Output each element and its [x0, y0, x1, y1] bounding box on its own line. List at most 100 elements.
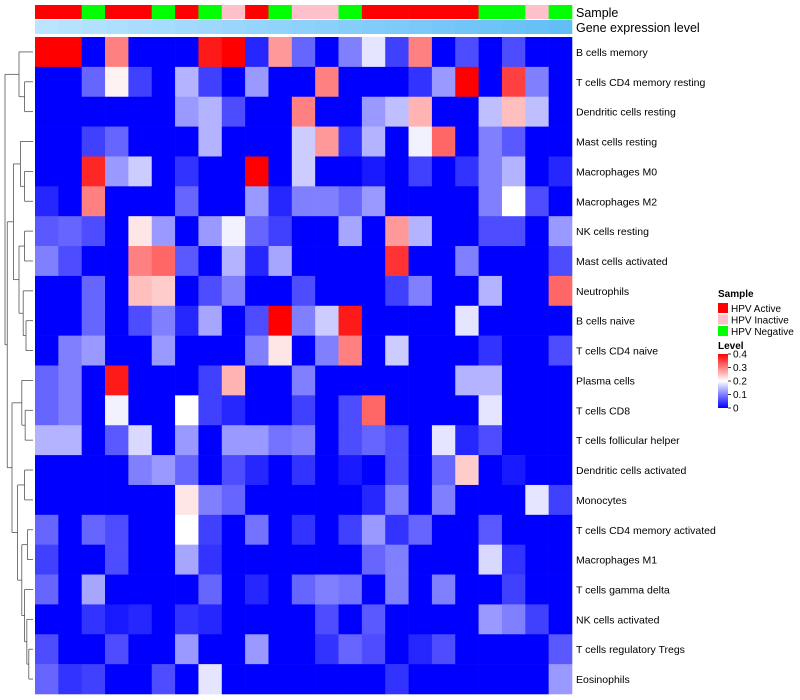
level-track-cell [245, 20, 269, 34]
heatmap-cell [35, 544, 59, 575]
sample-track-cell [268, 5, 293, 19]
heatmap-cell [81, 634, 106, 665]
heatmap-cell [245, 365, 269, 396]
heatmap-cell [245, 395, 269, 426]
heatmap-cell [291, 126, 316, 157]
row-label: Plasma cells [576, 375, 635, 387]
heatmap-cell [408, 544, 433, 575]
heatmap-cell [105, 216, 129, 247]
heatmap-cell [128, 186, 153, 217]
heatmap-cell [291, 484, 316, 516]
heatmap-cell [315, 544, 339, 575]
heatmap-cell [478, 574, 503, 605]
heatmap-cell [548, 604, 573, 635]
heatmap-cell [245, 664, 269, 695]
sample-track-cell [35, 5, 59, 19]
heatmap-cell [58, 37, 82, 68]
heatmap-cell [175, 305, 199, 336]
heatmap-cell [151, 275, 176, 307]
heatmap-cell [245, 186, 269, 217]
heatmap-cell [268, 186, 293, 217]
heatmap-cell [105, 514, 129, 545]
heatmap-cell [501, 305, 526, 336]
heatmap-cell [478, 544, 503, 575]
level-track-cell [525, 20, 549, 34]
heatmap-cell [151, 484, 176, 516]
heatmap-cell [501, 514, 526, 545]
heatmap-cell [478, 365, 503, 396]
heatmap-cell [198, 425, 223, 456]
heatmap-cell [221, 186, 246, 217]
heatmap-cell [525, 275, 549, 307]
heatmap-cell [501, 275, 526, 307]
annotation-tracks [35, 5, 573, 34]
heatmap-cell [548, 246, 573, 277]
heatmap-cell [501, 484, 526, 516]
heatmap-cell [408, 156, 433, 187]
heatmap-cell [58, 186, 82, 217]
heatmap-cell [58, 126, 82, 157]
heatmap-cell [455, 126, 479, 157]
heatmap-cell [501, 66, 526, 98]
heatmap-cell [81, 664, 106, 695]
heatmap-cell [81, 96, 106, 127]
heatmap-cell [548, 305, 573, 336]
heatmap-cell [35, 246, 59, 277]
heatmap-cell [128, 156, 153, 187]
row-label: T cells CD4 memory resting [576, 77, 705, 89]
heatmap-cell [105, 37, 129, 68]
heatmap-cell [221, 66, 246, 98]
heatmap-cell [81, 514, 106, 545]
heatmap-cell [81, 544, 106, 575]
heatmap-cell [221, 664, 246, 695]
heatmap-cell [128, 664, 153, 695]
heatmap-cell [58, 246, 82, 277]
level-track-cell [151, 20, 176, 34]
heatmap-cell [245, 335, 269, 366]
heatmap-cell [221, 156, 246, 187]
heatmap-cell [291, 425, 316, 456]
heatmap-cell [35, 37, 59, 68]
heatmap-cell [431, 335, 456, 366]
heatmap-cell [151, 425, 176, 456]
heatmap-cell [361, 455, 386, 486]
heatmap-cell [315, 634, 339, 665]
legend-sample-label: HPV Inactive [731, 316, 789, 327]
sample-track-cell [198, 5, 223, 19]
heatmap-cell [431, 246, 456, 277]
heatmap-cell [58, 66, 82, 98]
level-track-cell [315, 20, 339, 34]
heatmap-cell [128, 37, 153, 68]
heatmap-cell [361, 186, 386, 217]
heatmap-cell [245, 634, 269, 665]
heatmap-cell [501, 335, 526, 366]
heatmap-cell [455, 514, 479, 545]
heatmap-cell [198, 604, 223, 635]
heatmap-cell [478, 664, 503, 695]
heatmap-cell [151, 634, 176, 665]
heatmap-cell [198, 156, 223, 187]
row-label: Mast cells resting [576, 137, 657, 149]
heatmap-cell [35, 514, 59, 545]
heatmap-cell [105, 126, 129, 157]
heatmap-cell [128, 305, 153, 336]
heatmap-cell [221, 574, 246, 605]
heatmap-cell [385, 156, 409, 187]
heatmap-cell [175, 126, 199, 157]
heatmap-cell [268, 604, 293, 635]
row-label: Dendritic cells resting [576, 107, 676, 119]
sample-track-cell [128, 5, 153, 19]
heatmap-cell [431, 664, 456, 695]
heatmap-cell [408, 634, 433, 665]
sample-track-cell [105, 5, 129, 19]
heatmap-cell [315, 664, 339, 695]
sample-track-cell [408, 5, 433, 19]
heatmap-cell [175, 156, 199, 187]
heatmap-cell [431, 365, 456, 396]
heatmap-cell [501, 455, 526, 486]
heatmap-cell [35, 305, 59, 336]
heatmap-cell [151, 246, 176, 277]
heatmap-cell [338, 126, 363, 157]
heatmap-cell [408, 395, 433, 426]
level-track-cell [175, 20, 199, 34]
